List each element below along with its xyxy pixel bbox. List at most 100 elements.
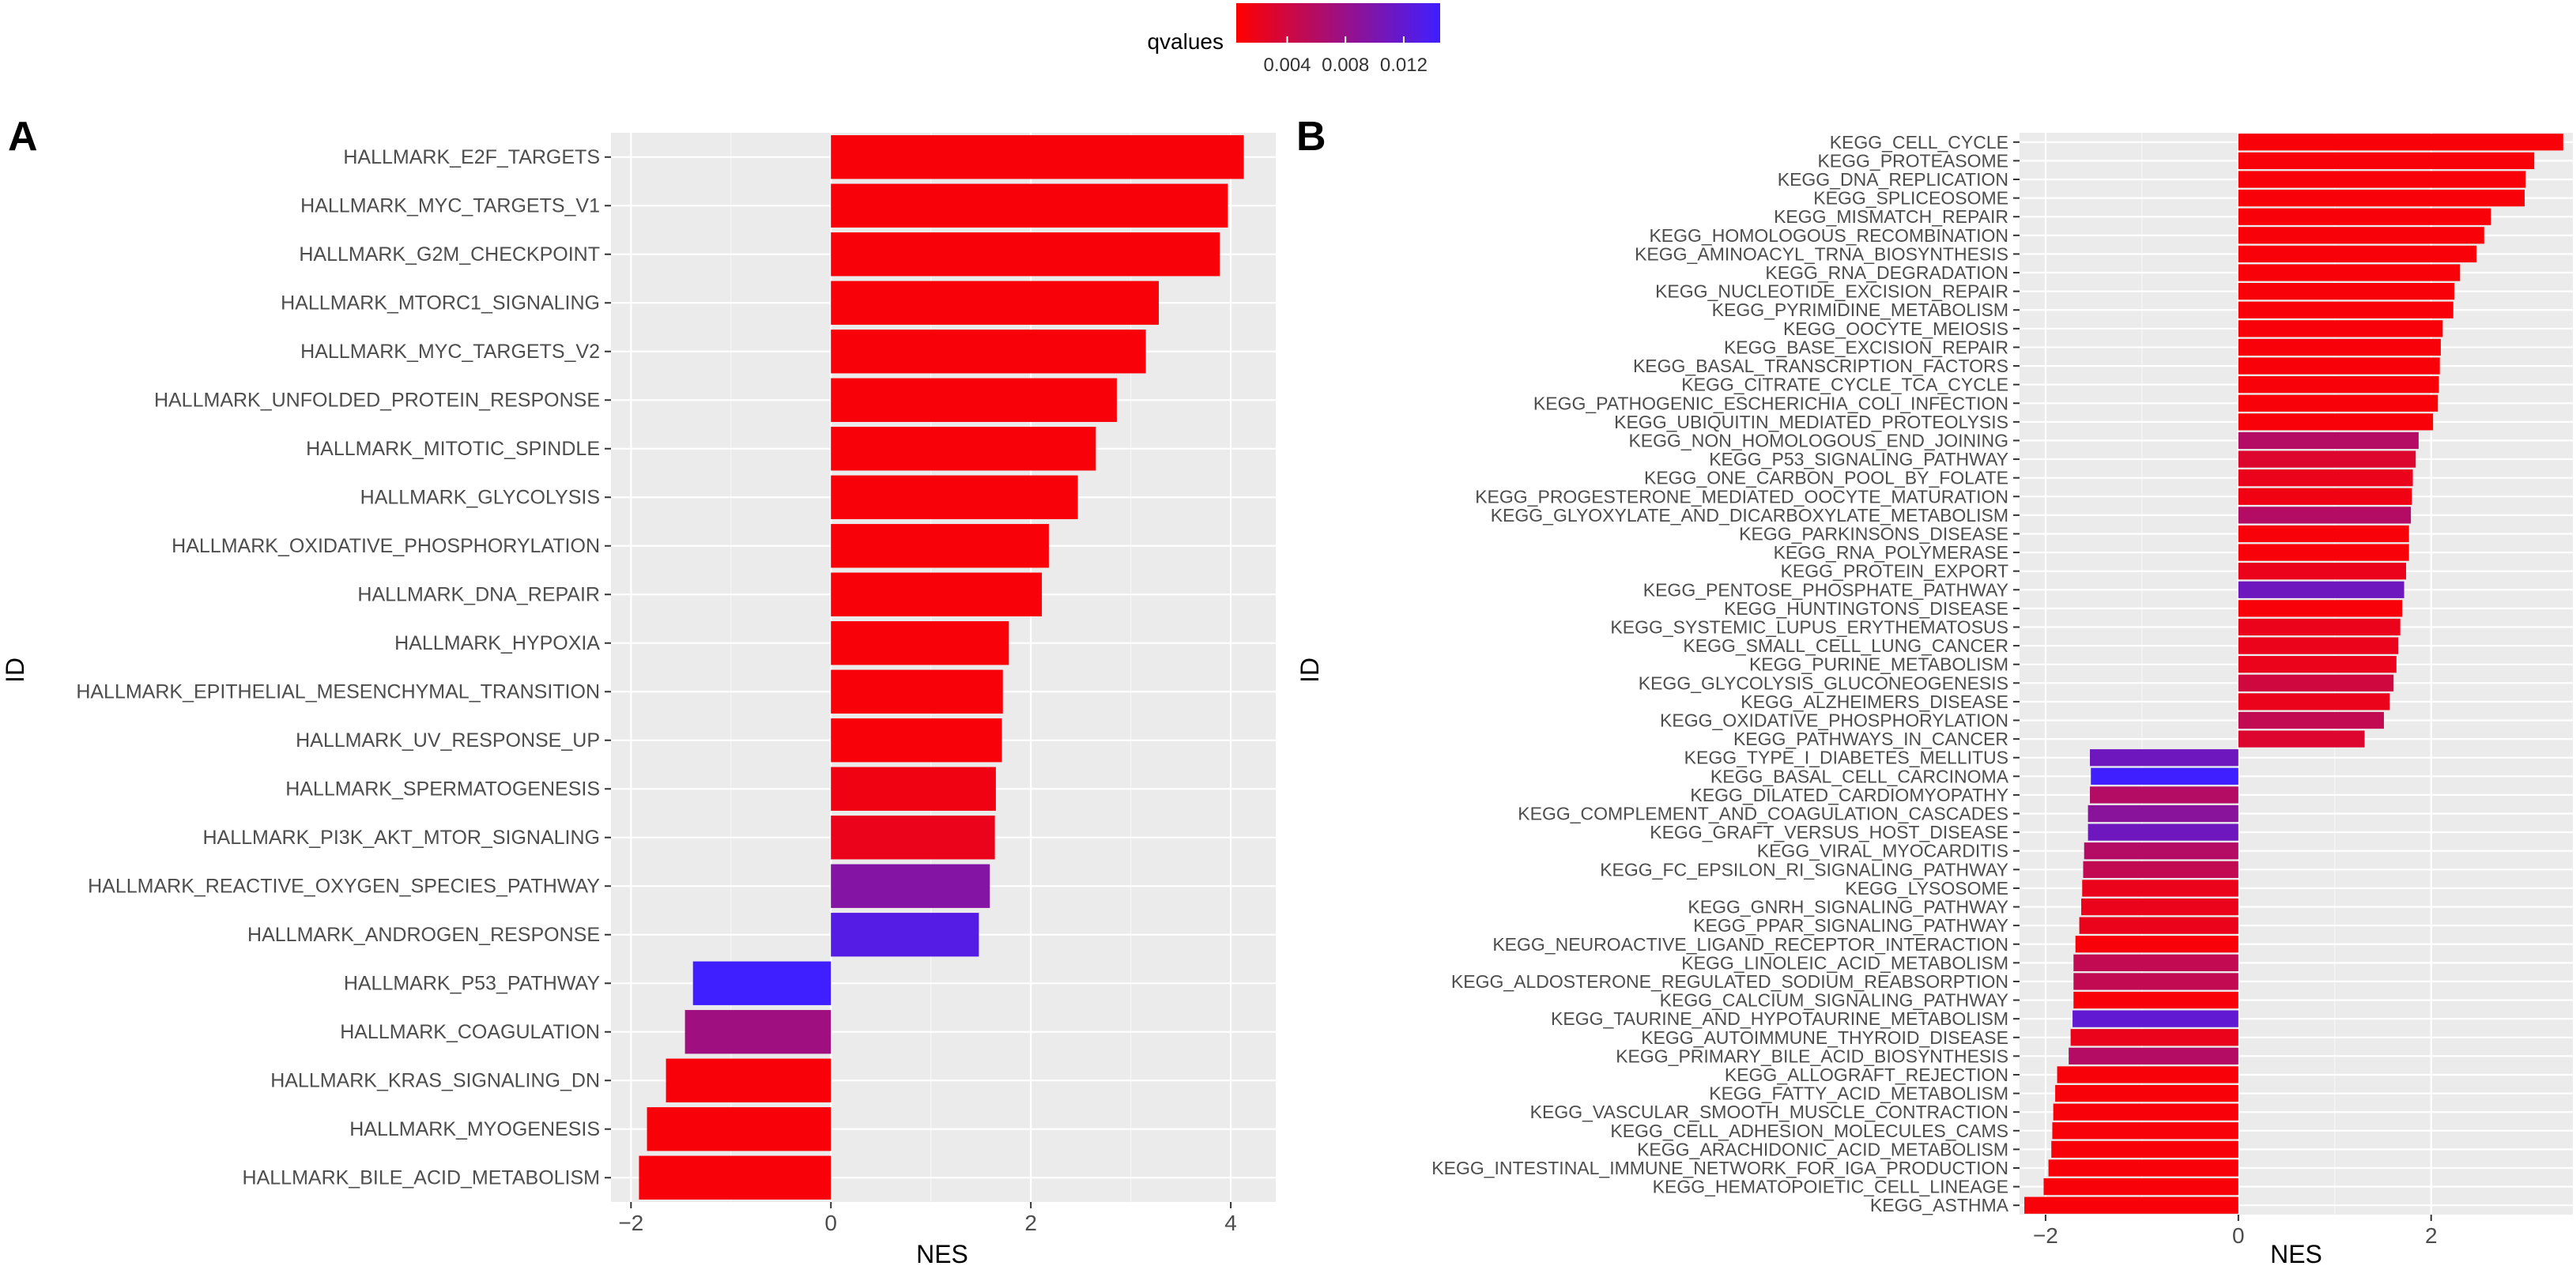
category-label: KEGG_PENTOSE_PHOSPHATE_PATHWAY (1643, 579, 2008, 600)
bar (2238, 674, 2394, 691)
bar (2238, 152, 2535, 170)
bar (2073, 954, 2238, 971)
bar (2070, 1029, 2238, 1046)
bar (2238, 357, 2440, 375)
bar (831, 524, 1049, 568)
x-tick-label: 2 (2425, 1223, 2438, 1248)
bar (2091, 767, 2238, 785)
bar (2238, 227, 2484, 244)
category-label: KEGG_COMPLEMENT_AND_COAGULATION_CASCADES (1518, 804, 2008, 824)
x-tick-label: 0 (2232, 1223, 2245, 1248)
category-label: KEGG_BASAL_CELL_CARCINOMA (1710, 766, 2009, 786)
legend-tick-label: 0.012 (1380, 55, 1428, 76)
category-label: KEGG_LINOLEIC_ACID_METABOLISM (1681, 952, 2008, 973)
panel-a-category-labels: HALLMARK_E2F_TARGETS HALLMARK_MYC_TARGETS… (76, 146, 611, 1189)
category-label: KEGG_BASAL_TRANSCRIPTION_FACTORS (1633, 356, 2008, 376)
bar (2238, 171, 2526, 188)
category-label: KEGG_ONE_CARBON_POOL_BY_FOLATE (1644, 468, 2008, 488)
bar (685, 1010, 832, 1054)
bar (2238, 581, 2404, 598)
bar (2238, 208, 2491, 225)
bar (2238, 338, 2441, 356)
category-label: HALLMARK_OXIDATIVE_PHOSPHORYLATION (172, 535, 600, 557)
bar (2057, 1066, 2238, 1083)
bar (2043, 1177, 2238, 1196)
category-label: KEGG_PROGESTERONE_MEDIATED_OOCYTE_MATURA… (1475, 486, 2008, 507)
category-label: KEGG_GLYCOLYSIS_GLUCONEOGENESIS (1639, 673, 2008, 693)
category-label: HALLMARK_MITOTIC_SPINDLE (306, 438, 600, 460)
category-label: HALLMARK_DNA_REPAIR (357, 583, 600, 605)
category-label: KEGG_SYSTEMIC_LUPUS_ERYTHEMATOSUS (1610, 616, 2008, 637)
bar (2238, 394, 2438, 412)
category-label: KEGG_PATHOGENIC_ESCHERICHIA_COLI_INFECTI… (1533, 393, 2008, 413)
bar (2238, 637, 2399, 654)
panel-b-x-ticks: −2 0 2 (2033, 1215, 2438, 1248)
bar (2052, 1122, 2238, 1140)
bar (831, 767, 996, 811)
category-label: KEGG_HEMATOPOIETIC_CELL_LINEAGE (1653, 1177, 2008, 1197)
category-label: KEGG_MISMATCH_REPAIR (1774, 206, 2008, 227)
category-label: KEGG_BASE_EXCISION_REPAIR (1724, 337, 2008, 357)
category-label: KEGG_NEUROACTIVE_LIGAND_RECEPTOR_INTERAC… (1492, 934, 2008, 955)
bar (2238, 134, 2563, 151)
bar (831, 816, 995, 860)
category-label: KEGG_CELL_CYCLE (1830, 132, 2008, 153)
category-label: KEGG_FATTY_ACID_METABOLISM (1709, 1083, 2008, 1104)
bar (2073, 973, 2238, 990)
category-label: KEGG_ARACHIDONIC_ACID_METABOLISM (1637, 1139, 2008, 1159)
bar (831, 183, 1228, 228)
category-label: HALLMARK_UV_RESPONSE_UP (296, 729, 600, 752)
category-label: KEGG_PRIMARY_BILE_ACID_BIOSYNTHESIS (1616, 1046, 2008, 1066)
bar (2055, 1084, 2238, 1102)
bar (831, 378, 1117, 422)
category-label: KEGG_PYRIMIDINE_METABOLISM (1712, 300, 2008, 320)
category-label: KEGG_HOMOLOGOUS_RECOMBINATION (1649, 225, 2008, 246)
category-label: KEGG_PROTEASOME (1817, 150, 2008, 171)
category-label: KEGG_AMINOACYL_TRNA_BIOSYNTHESIS (1635, 243, 2008, 264)
bar (2238, 563, 2407, 580)
bar (2024, 1196, 2238, 1214)
category-label: KEGG_GLYOXYLATE_AND_DICARBOXYLATE_METABO… (1491, 505, 2008, 526)
bar (2082, 880, 2238, 897)
category-label: KEGG_ALDOSTERONE_REGULATED_SODIUM_REABSO… (1451, 971, 2008, 992)
bar (666, 1058, 832, 1102)
bar (2238, 264, 2461, 281)
bar (2238, 711, 2384, 729)
x-tick-label: 0 (824, 1211, 837, 1235)
category-label: KEGG_GNRH_SIGNALING_PATHWAY (1688, 897, 2008, 917)
category-label: HALLMARK_UNFOLDED_PROTEIN_RESPONSE (154, 389, 600, 411)
bar (2053, 1103, 2238, 1121)
bar (2238, 431, 2419, 450)
legend-tick-label: 0.008 (1322, 55, 1369, 76)
bar (2238, 730, 2365, 748)
bar (2083, 861, 2238, 878)
category-label: KEGG_TYPE_I_DIABETES_MELLITUS (1684, 748, 2008, 768)
category-label: HALLMARK_COAGULATION (340, 1021, 600, 1043)
category-label: HALLMARK_G2M_CHECKPOINT (299, 243, 600, 266)
panel-b: B KEGG_CELL_CYCLEKEGG_PROTEASOMEKEGG_DNA… (1296, 114, 2573, 1266)
category-label: HALLMARK_MTORC1_SIGNALING (281, 292, 600, 314)
legend-colorbar (1236, 3, 1440, 43)
bar (2084, 842, 2238, 860)
x-tick-label: −2 (2033, 1223, 2058, 1248)
bar (2073, 991, 2238, 1009)
bar (2238, 488, 2412, 505)
bar (2238, 283, 2454, 300)
category-label: KEGG_TAURINE_AND_HYPOTAURINE_METABOLISM (1551, 1008, 2008, 1029)
x-tick-label: 2 (1024, 1211, 1037, 1235)
category-label: KEGG_CITRATE_CYCLE_TCA_CYCLE (1681, 375, 2008, 395)
bar (2238, 189, 2525, 207)
bar (692, 961, 832, 1005)
panel-a-y-axis-title: ID (1, 657, 29, 683)
category-label: KEGG_NON_HOMOLOGOUS_END_JOINING (1628, 430, 2008, 450)
panel-b-category-labels: KEGG_CELL_CYCLEKEGG_PROTEASOMEKEGG_DNA_R… (1431, 132, 2020, 1215)
category-label: KEGG_GRAFT_VERSUS_HOST_DISEASE (1650, 822, 2008, 842)
category-label: KEGG_DILATED_CARDIOMYOPATHY (1690, 785, 2008, 805)
legend-ticks: 0.004 0.008 0.012 (1263, 36, 1428, 76)
category-label: HALLMARK_MYC_TARGETS_V1 (300, 194, 600, 217)
bar (2238, 656, 2397, 673)
category-label: HALLMARK_MYOGENESIS (349, 1118, 600, 1140)
category-label: HALLMARK_REACTIVE_OXYGEN_SPECIES_PATHWAY (88, 875, 600, 897)
category-label: KEGG_LYSOSOME (1845, 878, 2008, 899)
bar (831, 669, 1003, 714)
